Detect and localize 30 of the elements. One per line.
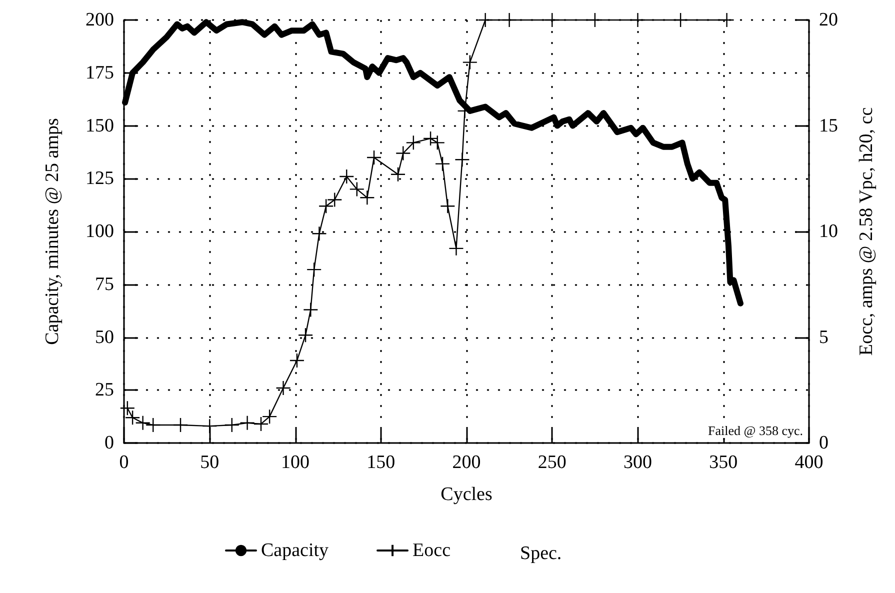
- y-tick-label: 0: [104, 432, 114, 454]
- x-tick-label: 150: [366, 452, 396, 473]
- y-tick-label: 200: [86, 10, 114, 30]
- x-axis-title: Cycles: [440, 484, 492, 505]
- y-tick-label: 150: [86, 115, 114, 136]
- y2-tick-label: 5: [819, 326, 828, 348]
- y2-tick-label: 20: [819, 10, 838, 30]
- y2-axis-title: Eocc, amps @ 2.58 Vpc, h20, cc: [856, 107, 877, 356]
- x-tick-label: 200: [452, 452, 481, 473]
- y2-tick-label: 15: [819, 115, 838, 136]
- x-tick-label: 100: [281, 452, 310, 473]
- y-tick-label: 50: [95, 326, 114, 348]
- text: Spec.: [520, 543, 562, 564]
- x-tick-label: 50: [200, 452, 220, 473]
- x-tick-label: 400: [794, 452, 824, 473]
- y-tick-label: 75: [95, 274, 114, 295]
- y-tick-label: 125: [86, 168, 114, 190]
- y-axis-title: Capacity, minutes @ 25 amps: [42, 118, 63, 345]
- y2-tick-label: 10: [819, 221, 838, 242]
- x-tick-label: 250: [538, 452, 566, 473]
- x-tick-label: 0: [119, 452, 129, 473]
- annotation: Failed @ 358 cyc.: [708, 423, 804, 438]
- x-tick-label: 300: [624, 452, 652, 473]
- y2-tick-label: 0: [819, 432, 828, 454]
- y-tick-label: 100: [86, 221, 114, 242]
- y-tick-label: 175: [86, 62, 114, 84]
- legend-label: Eocc: [412, 540, 451, 561]
- x-tick-label: 350: [709, 452, 738, 473]
- legend-label: Capacity: [261, 540, 330, 561]
- y-tick-label: 25: [95, 380, 114, 401]
